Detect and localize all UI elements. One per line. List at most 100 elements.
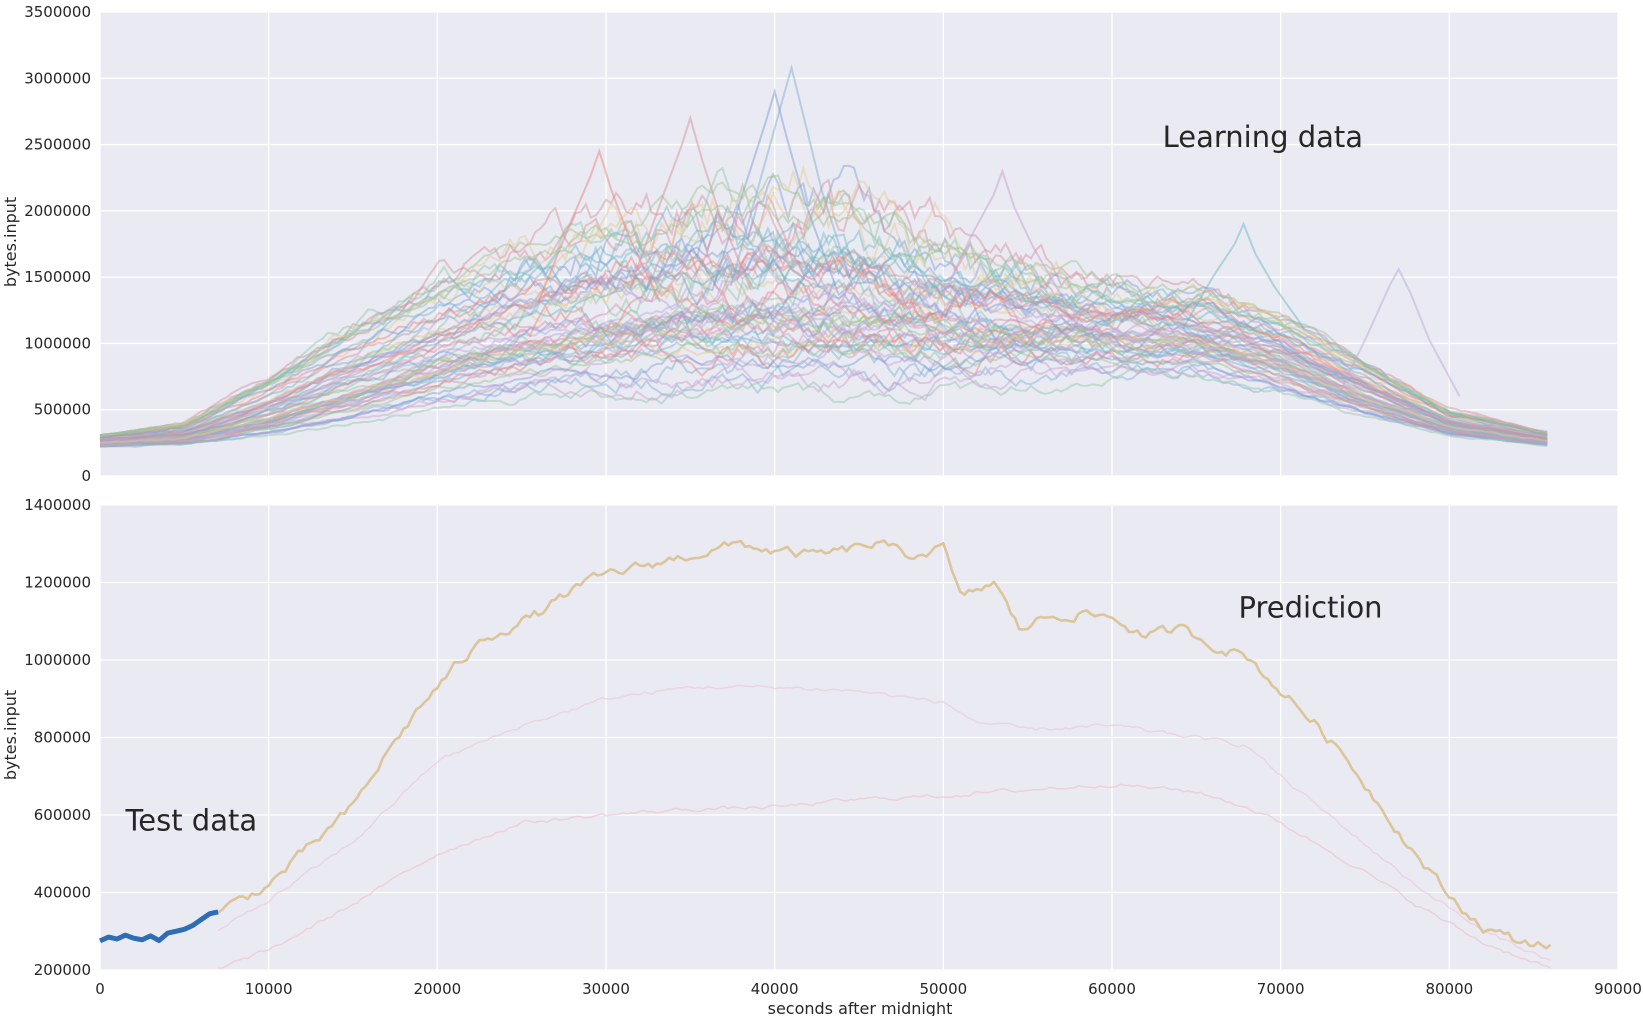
learning-series-line xyxy=(99,243,1548,440)
learning-series-line xyxy=(99,306,1548,444)
learning-series-line xyxy=(99,178,1548,436)
x-tick-label: 0 xyxy=(95,980,105,998)
learning-series-line xyxy=(99,329,1548,446)
learning-data-series xyxy=(99,63,1548,448)
learning-series-line xyxy=(99,316,1548,444)
learning-series-line xyxy=(99,254,1548,438)
y-tick-label: 2500000 xyxy=(24,136,91,154)
learning-series-line xyxy=(99,282,1548,444)
learning-series-line xyxy=(99,343,1548,445)
prediction-line xyxy=(217,539,1552,950)
learning-peak-line xyxy=(628,114,753,291)
learning-series-line xyxy=(99,295,1548,444)
learning-peak-line xyxy=(729,63,854,287)
learning-series-line xyxy=(99,367,1548,448)
y-tick-label: 400000 xyxy=(34,884,91,902)
prediction-panel: 0 10000 20000 30000 40000 50000 60000 70000 8000… xyxy=(1,496,1642,1016)
x-tick-label: 30000 xyxy=(582,980,630,998)
learning-series-line xyxy=(100,230,1548,440)
learning-series-line xyxy=(99,304,1548,444)
learning-series-line xyxy=(99,258,1548,442)
learning-series-line xyxy=(99,328,1548,447)
bottom-gridlines xyxy=(99,504,1619,971)
learning-series-line xyxy=(99,262,1548,441)
learning-series-line xyxy=(99,356,1548,447)
top-plot-background xyxy=(100,12,1618,476)
learning-series-line xyxy=(99,297,1548,442)
y-tick-label: 1000000 xyxy=(24,651,91,669)
learning-series-line xyxy=(99,305,1548,442)
y-tick-label: 1200000 xyxy=(24,574,91,592)
learning-series-line xyxy=(99,251,1548,440)
x-axis-label: seconds after midnight xyxy=(768,999,953,1016)
learning-series-line xyxy=(99,231,1548,440)
x-tick-label: 70000 xyxy=(1257,980,1305,998)
prediction-annotation: Prediction xyxy=(1239,590,1383,624)
learning-series-line xyxy=(99,220,1548,438)
x-tick-label: 20000 xyxy=(413,980,461,998)
prediction-series xyxy=(98,539,1552,969)
test-data-annotation: Test data xyxy=(124,804,257,838)
learning-series-line xyxy=(99,281,1548,442)
y-tick-label: 500000 xyxy=(34,401,91,419)
learning-series-line xyxy=(99,242,1548,441)
learning-series-line xyxy=(99,195,1548,438)
learning-data-panel: 0 500000 1000000 1500000 2000000 2500000 30000… xyxy=(1,3,1619,485)
learning-series-line xyxy=(99,319,1548,446)
y-tick-label: 2000000 xyxy=(24,202,91,220)
learning-peak-line xyxy=(1181,221,1306,330)
x-tick-label: 10000 xyxy=(245,980,293,998)
y-tick-label: 200000 xyxy=(34,961,91,979)
y-tick-label: 3500000 xyxy=(24,3,91,21)
learning-peak-line xyxy=(537,148,661,303)
bottom-y-axis-label: bytes.input xyxy=(1,690,20,780)
x-tick-label: 60000 xyxy=(1088,980,1136,998)
learning-series-line xyxy=(99,303,1548,445)
y-tick-label: 600000 xyxy=(34,806,91,824)
learning-series-line xyxy=(99,262,1548,441)
learning-peak-line xyxy=(712,87,837,286)
x-tick-label: 50000 xyxy=(919,980,967,998)
x-tick-label: 90000 xyxy=(1594,980,1642,998)
y-tick-label: 0 xyxy=(81,467,91,485)
top-y-tick-labels: 0 500000 1000000 1500000 2000000 2500000 30000… xyxy=(24,3,91,485)
learning-series-line xyxy=(100,356,1548,448)
learning-series-line xyxy=(100,310,1548,445)
learning-series-line xyxy=(99,244,1548,441)
learning-series-line xyxy=(99,302,1548,445)
prediction-band-line xyxy=(217,684,1551,961)
learning-peak-line xyxy=(940,168,1064,299)
top-gridlines xyxy=(99,11,1619,477)
learning-series-line xyxy=(99,341,1548,447)
learning-series-line xyxy=(99,291,1548,442)
learning-series-line xyxy=(99,309,1548,443)
learning-data-annotation: Learning data xyxy=(1163,120,1363,154)
x-tick-label: 40000 xyxy=(751,980,799,998)
learning-series-line xyxy=(99,297,1548,444)
test-data-line xyxy=(98,909,219,944)
y-tick-label: 1500000 xyxy=(24,268,91,286)
y-tick-label: 800000 xyxy=(34,729,91,747)
learning-series-line xyxy=(99,204,1548,437)
learning-series-line xyxy=(99,183,1548,437)
learning-series-line xyxy=(99,164,1548,438)
learning-series-line xyxy=(99,221,1548,439)
learning-series-line xyxy=(99,314,1548,443)
learning-series-line xyxy=(99,351,1548,447)
learning-series-line xyxy=(100,360,1548,448)
top-y-axis-label: bytes.input xyxy=(1,197,20,287)
learning-peak-line xyxy=(1337,267,1461,397)
y-tick-label: 3000000 xyxy=(24,69,91,87)
y-tick-label: 1000000 xyxy=(24,334,91,352)
learning-series-line xyxy=(99,250,1548,442)
learning-series-line xyxy=(99,247,1548,441)
learning-series-line xyxy=(99,326,1548,447)
learning-series-line xyxy=(99,265,1548,440)
learning-series-line xyxy=(99,326,1548,444)
learning-series-line xyxy=(99,317,1548,444)
learning-series-line xyxy=(99,303,1548,445)
y-tick-label: 1400000 xyxy=(24,496,91,514)
learning-series-line xyxy=(99,330,1548,448)
learning-series-line xyxy=(99,321,1548,445)
